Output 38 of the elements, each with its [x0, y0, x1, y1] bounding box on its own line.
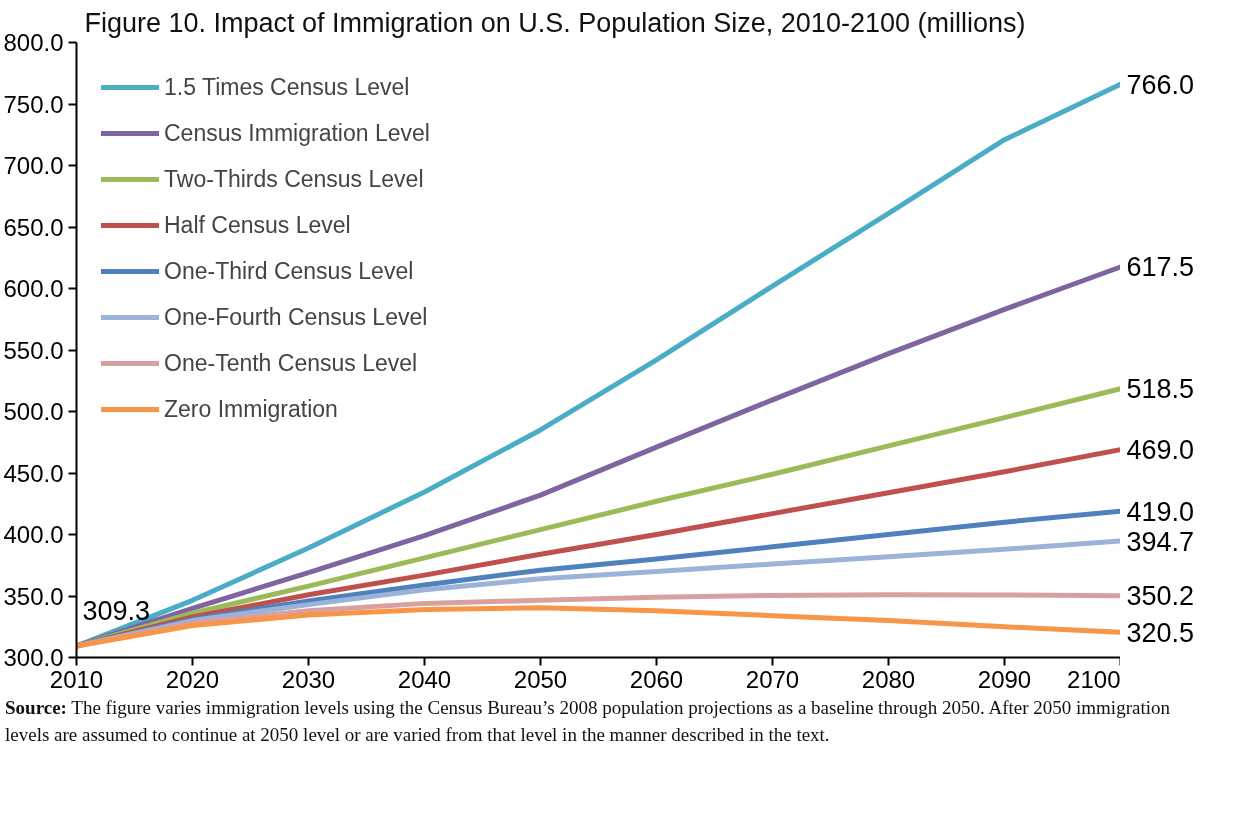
- x-tick-label: 2100: [1067, 665, 1121, 693]
- y-tick-label: 700.0: [3, 152, 64, 179]
- data-label: 394.7: [1126, 526, 1195, 557]
- legend-label: Two-Thirds Census Level: [164, 164, 424, 194]
- data-label: 518.5: [1126, 374, 1195, 405]
- x-tick-label: 2080: [861, 665, 916, 693]
- legend-label: One-Tenth Census Level: [164, 348, 418, 378]
- data-label: 350.2: [1126, 581, 1195, 612]
- data-label: 320.5: [1126, 617, 1195, 648]
- y-tick-label: 350.0: [3, 582, 64, 610]
- source-note: Source: The figure varies immigration levels using the Census Bureau’s 2008 population projections as a baseline through 2050. After 2050 immigration levels are assumed to continue at 2050 level or are varied from that level in the manner described in the text.: [5, 696, 1171, 747]
- legend-label: 1.5 Times Census Level: [164, 72, 410, 102]
- chart-title: Figure 10. Impact of Immigration on U.S. Population Size, 2010-2100 (millions): [84, 7, 1026, 38]
- data-label: 419.0: [1126, 496, 1195, 527]
- y-tick-label: 500.0: [3, 398, 64, 425]
- legend-label: Zero Immigration: [164, 394, 338, 424]
- x-tick-label: 2020: [165, 665, 220, 693]
- x-tick-label: 2030: [281, 665, 336, 693]
- y-tick-label: 550.0: [3, 336, 64, 364]
- data-label: 469.0: [1126, 435, 1195, 466]
- data-label: 617.5: [1126, 252, 1195, 283]
- y-tick-label: 750.0: [3, 90, 64, 118]
- data-label: 766.0: [1126, 69, 1195, 100]
- legend-label: Half Census Level: [164, 210, 351, 240]
- legend-label: One-Fourth Census Level: [164, 302, 428, 332]
- x-tick-label: 2070: [745, 665, 800, 693]
- y-tick-label: 650.0: [3, 213, 64, 241]
- x-tick-label: 2040: [397, 665, 452, 693]
- x-tick-label: 2090: [977, 665, 1032, 693]
- y-tick-label: 800.0: [3, 29, 64, 56]
- data-label: 309.3: [82, 596, 151, 627]
- y-tick-label: 400.0: [3, 521, 64, 548]
- y-tick-label: 450.0: [3, 459, 64, 487]
- y-tick-label: 600.0: [3, 275, 64, 302]
- legend-label: Census Immigration Level: [164, 118, 430, 148]
- x-tick-label: 2050: [513, 665, 568, 693]
- legend-label: One-Third Census Level: [164, 256, 414, 286]
- x-tick-label: 2060: [629, 665, 684, 693]
